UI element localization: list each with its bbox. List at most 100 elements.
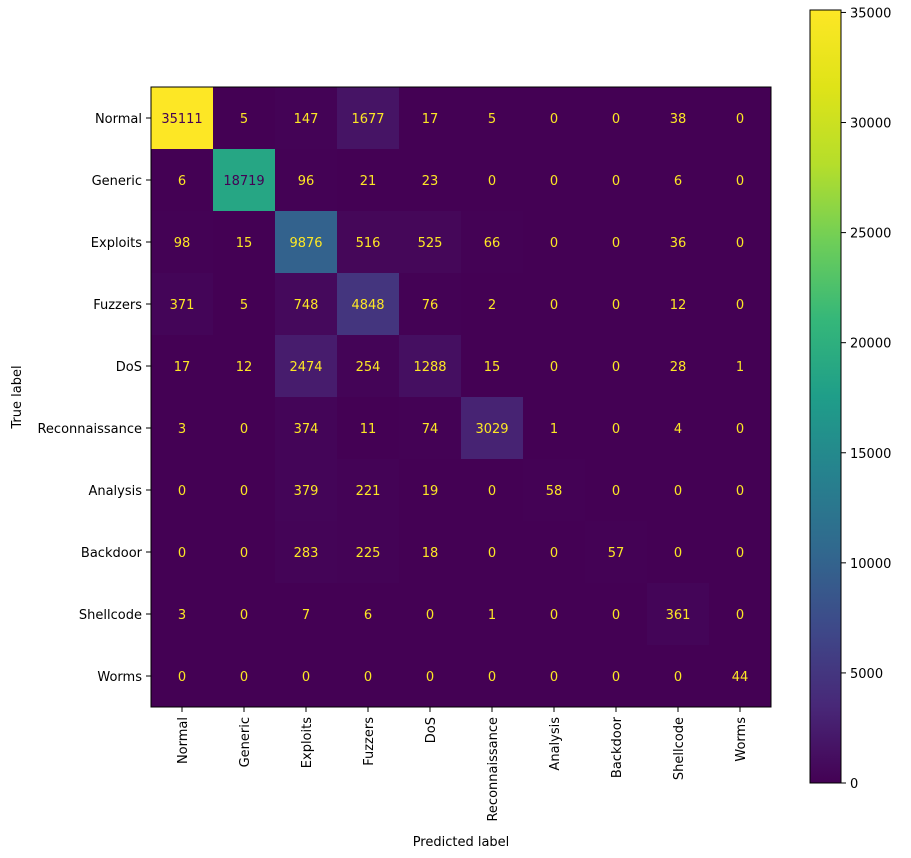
- heatmap-cell: [151, 459, 214, 522]
- heatmap-cell: [461, 521, 524, 584]
- heatmap-cell: [461, 87, 524, 150]
- x-tick-label: Generic: [238, 717, 253, 767]
- cell-value: 98: [174, 236, 191, 251]
- y-tick-label: Normal: [95, 112, 142, 127]
- heatmap-cell: [213, 149, 276, 212]
- colorbar-tick-label: 25000: [850, 227, 891, 242]
- cell-value: 6: [674, 174, 682, 189]
- x-axis-ticks: Normal Generic Exploits Fuzzers DoS Reconnais…: [176, 707, 749, 822]
- heatmap-cell: [399, 459, 462, 522]
- heatmap-cell: [461, 335, 524, 398]
- cell-value: 0: [178, 484, 186, 499]
- heatmap-cell: [337, 149, 400, 212]
- cell-value: 76: [422, 298, 439, 313]
- heatmap-cell: [647, 273, 710, 336]
- heatmap-cell: [523, 87, 586, 150]
- cell-value: 0: [736, 112, 744, 127]
- cell-value: 3029: [475, 422, 508, 437]
- heatmap-cell: [523, 335, 586, 398]
- heatmap-cell: [151, 335, 214, 398]
- heatmap-cell: [213, 335, 276, 398]
- colorbar-ticks: 0 5000 10000 15000 20000 25000 30000 35000: [841, 6, 891, 792]
- cell-value: 748: [294, 298, 319, 313]
- cell-value: 0: [736, 298, 744, 313]
- y-tick-label: Reconnaissance: [37, 422, 142, 437]
- heatmap-cell: [275, 583, 338, 646]
- heatmap-cell: [337, 211, 400, 274]
- heatmap-cell: [461, 583, 524, 646]
- cell-value: 96: [298, 174, 315, 189]
- cell-value: 35111: [161, 112, 202, 127]
- cell-value: 12: [236, 360, 253, 375]
- heatmap-cell: [585, 149, 648, 212]
- cell-value: 0: [612, 422, 620, 437]
- cell-value: 0: [550, 236, 558, 251]
- heatmap-cell: [275, 521, 338, 584]
- cell-value: 44: [732, 670, 749, 685]
- cell-value: 0: [612, 236, 620, 251]
- heatmap-cell: [461, 459, 524, 522]
- cell-value: 0: [736, 174, 744, 189]
- heatmap-cell: [275, 211, 338, 274]
- heatmap-cell: [585, 397, 648, 460]
- heatmap-cell: [275, 273, 338, 336]
- cell-value: 225: [356, 546, 381, 561]
- cell-value: 361: [666, 608, 691, 623]
- colorbar-tick-label: 10000: [850, 557, 891, 572]
- heatmap-cell: [585, 273, 648, 336]
- cell-value: 11: [360, 422, 377, 437]
- y-tick-label: Exploits: [91, 236, 142, 251]
- cell-value: 221: [356, 484, 381, 499]
- heatmap-cell: [337, 645, 400, 708]
- heatmap-cell: [585, 521, 648, 584]
- heatmap-cell: [585, 583, 648, 646]
- cell-value: 0: [364, 670, 372, 685]
- heatmap-cell: [275, 397, 338, 460]
- cell-value: 6: [364, 608, 372, 623]
- cell-value: 12: [670, 298, 687, 313]
- heatmap-cell: [399, 211, 462, 274]
- heatmap-cell: [461, 273, 524, 336]
- heatmap-cell: [399, 87, 462, 150]
- cell-value: 0: [674, 546, 682, 561]
- cell-value: 0: [550, 546, 558, 561]
- cell-value: 1: [488, 608, 496, 623]
- heatmap-cell: [647, 149, 710, 212]
- heatmap-cell: [399, 583, 462, 646]
- x-tick-label: Backdoor: [610, 716, 625, 778]
- heatmap-cell: [213, 521, 276, 584]
- cell-value: 0: [674, 484, 682, 499]
- heatmap-cell: [647, 645, 710, 708]
- cell-value: 525: [418, 236, 443, 251]
- heatmap-cell: [523, 583, 586, 646]
- cell-value: 0: [240, 546, 248, 561]
- y-tick-label: Shellcode: [79, 608, 142, 623]
- cell-value: 0: [736, 608, 744, 623]
- cell-value: 1288: [413, 360, 446, 375]
- cell-value: 28: [670, 360, 687, 375]
- heatmap-cell: [213, 87, 276, 150]
- cell-value: 0: [302, 670, 310, 685]
- heatmap-cell: [399, 521, 462, 584]
- colorbar-tick-label: 20000: [850, 337, 891, 352]
- cell-value: 379: [294, 484, 319, 499]
- heatmap-cell: [337, 87, 400, 150]
- cell-value: 4848: [351, 298, 384, 313]
- cell-value: 0: [240, 608, 248, 623]
- cell-value: 0: [240, 670, 248, 685]
- heatmap-cell: [151, 583, 214, 646]
- heatmap-cell: [151, 211, 214, 274]
- cell-value: 15: [236, 236, 253, 251]
- heatmap-cell: [523, 211, 586, 274]
- heatmap-cell: [275, 149, 338, 212]
- cell-value: 9876: [289, 236, 322, 251]
- cell-value: 19: [422, 484, 439, 499]
- heatmap-cell: [337, 273, 400, 336]
- cell-value: 0: [612, 484, 620, 499]
- heatmap-cell: [585, 211, 648, 274]
- cell-value: 0: [178, 546, 186, 561]
- cell-value: 58: [546, 484, 563, 499]
- heatmap-cell: [709, 335, 772, 398]
- heatmap-cell: [523, 397, 586, 460]
